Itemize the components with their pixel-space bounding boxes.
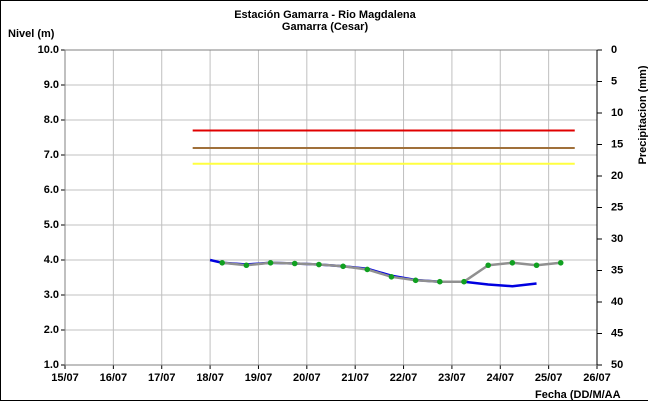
x-tick-label: 26/07 — [583, 372, 611, 384]
x-axis-label: Fecha (DD/M/AA — [535, 389, 621, 401]
y2-tick-label: 50 — [611, 359, 623, 371]
point — [219, 260, 225, 266]
point — [243, 262, 250, 269]
y2-tick-label: 30 — [611, 233, 623, 245]
plot-area — [64, 49, 598, 366]
y2-tick-label: 15 — [611, 138, 623, 150]
point — [485, 262, 491, 269]
y-tick-label: 3.0 — [44, 289, 59, 301]
x-tick-label: 19/07 — [245, 372, 273, 384]
x-tick-label: 15/07 — [51, 372, 79, 384]
y2-tick-label: 0 — [611, 44, 617, 56]
y-tick-label: 6.0 — [44, 184, 59, 196]
y-tick-label: 10.0 — [38, 44, 59, 56]
point — [291, 260, 298, 267]
y2-tick-label: 45 — [611, 327, 623, 339]
y-tick-label: 9.0 — [44, 79, 59, 91]
point — [557, 260, 564, 266]
point — [316, 261, 322, 268]
chart-subtitle: Gamarra (Cesar) — [282, 21, 369, 33]
point — [509, 260, 516, 266]
x-tick-label: 22/07 — [390, 372, 418, 384]
point — [388, 274, 395, 280]
point — [437, 278, 443, 285]
point — [364, 266, 371, 273]
x-tick-label: 17/07 — [148, 372, 176, 384]
y-tick-label: 1.0 — [44, 359, 59, 371]
x-tick-label: 24/07 — [487, 372, 515, 384]
y-tick-label: 4.0 — [44, 254, 59, 266]
x-tick-label: 21/07 — [341, 372, 369, 384]
point — [412, 277, 419, 284]
x-tick-label: 20/07 — [293, 372, 321, 384]
y-tick-label: 5.0 — [44, 219, 59, 231]
y2-tick-label: 10 — [611, 107, 623, 119]
y-tick-label: 2.0 — [44, 324, 59, 336]
point — [461, 278, 467, 285]
y2-tick-label: 5 — [611, 75, 617, 87]
point — [533, 262, 540, 269]
y2-tick-label: 20 — [611, 170, 623, 182]
chart-title: Estación Gamarra - Rio Magdalena — [234, 9, 416, 21]
y-tick-label: 7.0 — [44, 149, 59, 161]
y2-tick-label: 40 — [611, 296, 623, 308]
x-tick-label: 16/07 — [100, 372, 128, 384]
y2-tick-label: 35 — [611, 264, 623, 276]
point — [267, 260, 274, 266]
point — [340, 263, 346, 270]
y2-tick-label: 25 — [611, 201, 623, 213]
y2-axis-label: Precipitacion (mm) — [637, 65, 648, 164]
x-tick-label: 18/07 — [196, 372, 224, 384]
x-tick-label: 23/07 — [438, 372, 466, 384]
x-tick-label: 25/07 — [535, 372, 563, 384]
y-axis-label: Nivel (m) — [8, 28, 55, 40]
y-tick-label: 8.0 — [44, 114, 59, 126]
